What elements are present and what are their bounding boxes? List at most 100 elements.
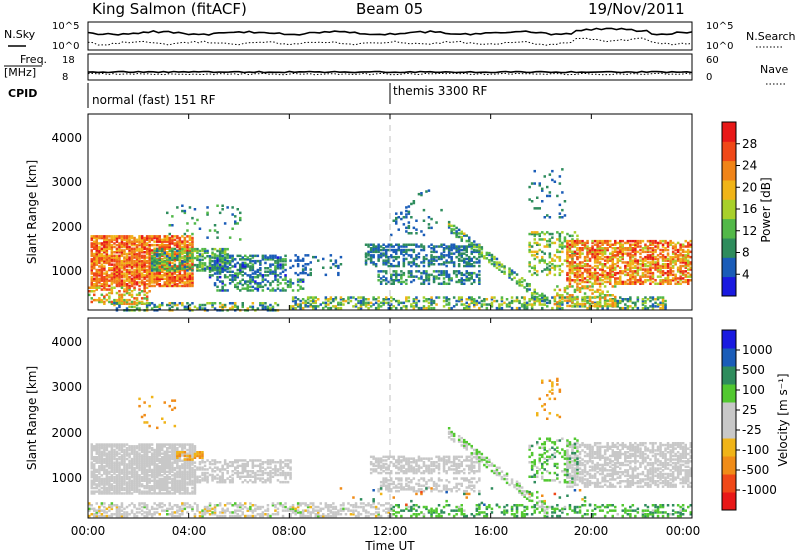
power-cell bbox=[292, 282, 295, 285]
power-cell bbox=[141, 302, 144, 305]
power-cell bbox=[101, 235, 104, 238]
power-cell bbox=[398, 244, 401, 247]
power-cell bbox=[443, 247, 446, 250]
power-cell bbox=[370, 247, 373, 250]
power-cell bbox=[528, 270, 531, 273]
power-cell bbox=[662, 279, 665, 282]
power-cell bbox=[322, 302, 325, 305]
velocity-cell bbox=[103, 458, 106, 461]
power-cell bbox=[186, 244, 189, 247]
power-cell bbox=[219, 212, 222, 215]
power-cell bbox=[272, 271, 275, 274]
power-cell bbox=[423, 245, 426, 248]
power-cell bbox=[634, 258, 637, 261]
power-cell bbox=[657, 303, 660, 306]
power-cell bbox=[539, 259, 542, 262]
velocity-cell bbox=[128, 476, 131, 479]
power-cell bbox=[274, 302, 277, 305]
power-cell bbox=[282, 287, 285, 290]
power-cell bbox=[297, 303, 300, 306]
power-cell bbox=[186, 257, 189, 260]
velocity-cell bbox=[161, 456, 164, 459]
power-cell bbox=[159, 283, 162, 286]
power-cell bbox=[667, 242, 670, 245]
power-cell bbox=[108, 285, 111, 288]
power-cell bbox=[556, 256, 559, 259]
power-cell bbox=[116, 299, 119, 302]
power-cell bbox=[649, 300, 652, 303]
power-cell bbox=[466, 305, 469, 308]
power-cell bbox=[642, 268, 645, 271]
power-cell bbox=[277, 279, 280, 282]
power-cell bbox=[194, 248, 197, 251]
power-cell bbox=[393, 249, 396, 252]
power-cell bbox=[581, 261, 584, 264]
power-cell bbox=[612, 285, 615, 288]
power-cell bbox=[403, 302, 406, 305]
power-cell bbox=[528, 298, 531, 301]
power-cell bbox=[171, 224, 174, 227]
power-cell bbox=[259, 272, 262, 275]
power-cell bbox=[571, 298, 574, 301]
power-cell bbox=[687, 242, 690, 245]
power-cell bbox=[189, 206, 192, 209]
power-cell bbox=[667, 258, 670, 261]
power-cell bbox=[564, 296, 567, 299]
power-cell bbox=[428, 274, 431, 277]
power-cell bbox=[118, 294, 121, 297]
power-cell bbox=[634, 270, 637, 273]
power-cell bbox=[649, 305, 652, 308]
power-cell bbox=[589, 285, 592, 288]
power-cell bbox=[569, 275, 572, 278]
power-cell bbox=[551, 170, 554, 173]
power-band-cell bbox=[536, 292, 539, 295]
power-cell bbox=[461, 249, 464, 252]
power-cell bbox=[335, 265, 338, 268]
power-cell bbox=[242, 256, 245, 259]
power-cell bbox=[606, 272, 609, 275]
power-cell bbox=[554, 296, 557, 299]
power-cell bbox=[455, 270, 458, 273]
velocity-cell bbox=[108, 451, 111, 454]
power-band-cell bbox=[428, 189, 431, 192]
power-cell bbox=[428, 302, 431, 305]
power-cell bbox=[637, 307, 640, 310]
power-cell bbox=[103, 301, 106, 304]
power-cell bbox=[377, 254, 380, 257]
power-cell bbox=[146, 279, 149, 282]
power-cell bbox=[606, 299, 609, 302]
power-cell bbox=[385, 270, 388, 273]
power-cell bbox=[476, 258, 479, 261]
power-band-cell bbox=[453, 225, 456, 228]
power-cell bbox=[138, 292, 141, 295]
power-cell bbox=[551, 258, 554, 261]
power-cell bbox=[496, 300, 499, 303]
power-cell bbox=[556, 231, 559, 234]
power-cell bbox=[332, 298, 335, 301]
power-cell bbox=[669, 256, 672, 259]
power-cell bbox=[242, 287, 245, 290]
power-cell bbox=[377, 270, 380, 273]
power-cell bbox=[589, 268, 592, 271]
power-cell bbox=[450, 307, 453, 310]
power-colorbar-tick-label: 12 bbox=[742, 224, 757, 238]
power-cell bbox=[171, 262, 174, 265]
power-cell bbox=[325, 302, 328, 305]
power-cell bbox=[481, 303, 484, 306]
power-cell bbox=[375, 245, 378, 248]
power-cell bbox=[652, 303, 655, 306]
power-band-cell bbox=[453, 228, 456, 231]
power-cell bbox=[609, 244, 612, 247]
power-cell bbox=[108, 235, 111, 238]
power-cell bbox=[566, 296, 569, 299]
noise-panel-frame bbox=[88, 22, 692, 50]
power-cell bbox=[569, 240, 572, 243]
power-cell bbox=[189, 264, 192, 267]
power-cell bbox=[679, 275, 682, 278]
power-cell bbox=[231, 265, 234, 268]
power-cell bbox=[579, 287, 582, 290]
power-cell bbox=[594, 244, 597, 247]
power-cell bbox=[254, 260, 257, 263]
velocity-cell bbox=[151, 492, 154, 495]
power-cell bbox=[589, 265, 592, 268]
